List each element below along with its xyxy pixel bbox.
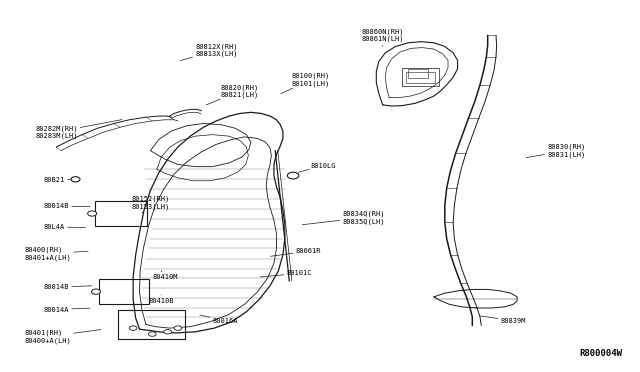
Text: 80282M(RH)
80283M(LH): 80282M(RH) 80283M(LH) xyxy=(35,119,122,139)
Text: R800004W: R800004W xyxy=(579,349,622,358)
Text: 80830(RH)
80831(LH): 80830(RH) 80831(LH) xyxy=(526,144,586,158)
Circle shape xyxy=(287,172,299,179)
Circle shape xyxy=(92,289,100,294)
Text: 80820(RH)
80821(LH): 80820(RH) 80821(LH) xyxy=(206,84,259,105)
Circle shape xyxy=(148,332,156,336)
Text: 80834Q(RH)
80835Q(LH): 80834Q(RH) 80835Q(LH) xyxy=(302,211,385,225)
Text: 80410M: 80410M xyxy=(152,271,178,280)
Text: 80410B: 80410B xyxy=(148,295,174,304)
Text: 80152(RH)
80153(LH): 80152(RH) 80153(LH) xyxy=(131,196,170,213)
Text: 80016A: 80016A xyxy=(200,315,238,324)
Text: 80839M: 80839M xyxy=(479,316,526,324)
Circle shape xyxy=(129,326,137,330)
Circle shape xyxy=(71,177,80,182)
Circle shape xyxy=(174,326,182,330)
Text: 80401(RH)
80400+A(LH): 80401(RH) 80400+A(LH) xyxy=(24,330,101,344)
Text: 80014A: 80014A xyxy=(44,307,90,312)
Text: 8010LG: 8010LG xyxy=(298,163,336,172)
Text: 80014B: 80014B xyxy=(44,284,92,290)
Text: 80L4A: 80L4A xyxy=(44,224,86,230)
Text: 80061R: 80061R xyxy=(270,248,321,256)
Text: 80400(RH)
80401+A(LH): 80400(RH) 80401+A(LH) xyxy=(24,247,88,261)
Text: 80101C: 80101C xyxy=(260,270,312,277)
Text: 80014B: 80014B xyxy=(44,203,90,209)
Text: 80812X(RH)
80813X(LH): 80812X(RH) 80813X(LH) xyxy=(180,43,237,61)
Text: 80100(RH)
80101(LH): 80100(RH) 80101(LH) xyxy=(281,73,330,94)
Text: 80860N(RH)
80861N(LH): 80860N(RH) 80861N(LH) xyxy=(362,28,404,46)
Circle shape xyxy=(164,330,172,334)
Text: 80B21: 80B21 xyxy=(44,177,71,183)
Circle shape xyxy=(88,211,97,216)
